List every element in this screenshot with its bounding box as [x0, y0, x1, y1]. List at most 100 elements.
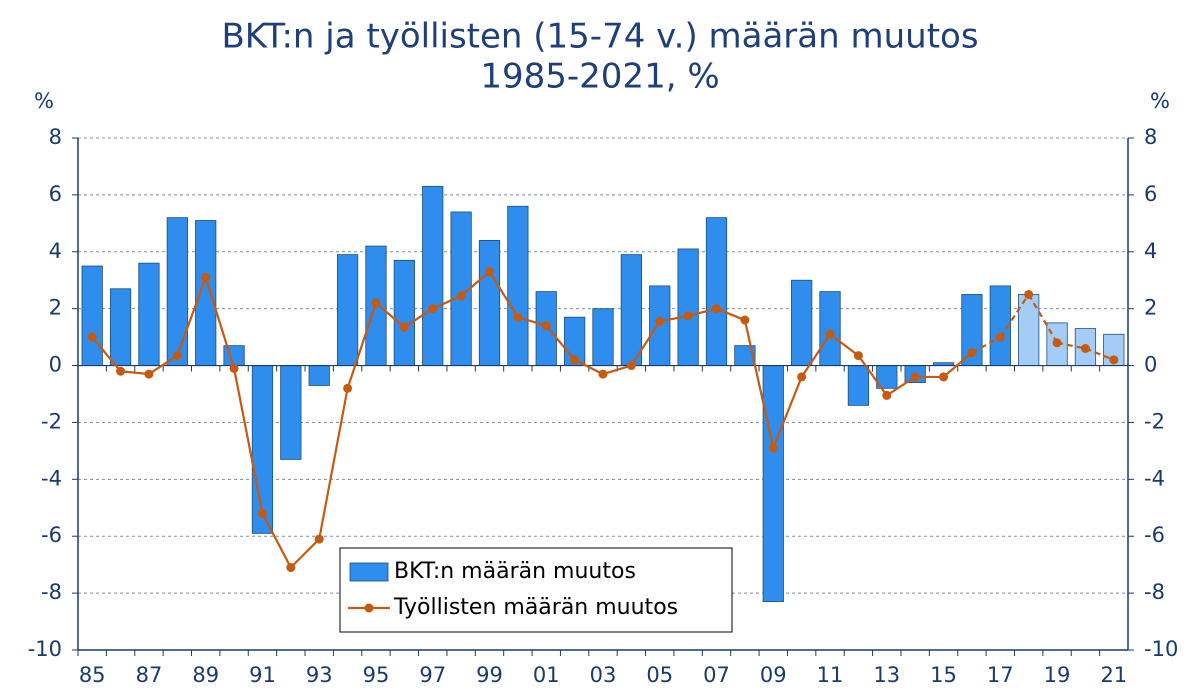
line-segment — [318, 388, 349, 540]
line-marker — [371, 298, 381, 308]
line-marker — [428, 304, 438, 314]
y2-tick-label: -10 — [1144, 637, 1178, 661]
line-segment — [346, 302, 378, 389]
line-marker — [570, 355, 580, 365]
line-segment — [886, 376, 916, 397]
line-marker — [1080, 343, 1090, 353]
bar — [308, 365, 330, 386]
x-tick-label: 91 — [249, 663, 276, 687]
line-marker — [1052, 338, 1062, 348]
line-marker — [87, 332, 97, 342]
x-tick-label: 21 — [1100, 663, 1127, 687]
bar — [762, 365, 784, 603]
x-tick-label: 85 — [79, 663, 106, 687]
line-marker — [995, 332, 1005, 342]
line-segment — [261, 512, 292, 569]
y-tick-label: -10 — [28, 637, 62, 661]
line-segment — [432, 294, 462, 310]
bar — [336, 254, 359, 366]
legend-label: BKT:n määrän muutos — [394, 559, 636, 584]
x-tick-label: 09 — [760, 663, 787, 687]
y2-tick-label: 2 — [1144, 296, 1157, 320]
line-marker — [598, 369, 608, 379]
bar — [478, 239, 501, 366]
x-tick-label: 07 — [703, 663, 730, 687]
line-segment — [176, 277, 207, 356]
y-tick-label: -2 — [41, 409, 62, 433]
y2-axis-label: % — [1150, 89, 1170, 113]
line-segment — [829, 333, 860, 357]
bar — [422, 185, 444, 366]
y-tick-label: 2 — [49, 296, 62, 320]
y-tick-label: -6 — [41, 523, 62, 547]
bar — [166, 217, 188, 366]
y2-tick-label: -6 — [1144, 523, 1165, 547]
line-segment — [403, 307, 434, 329]
bar — [138, 262, 160, 366]
x-tick-label: 93 — [306, 663, 333, 687]
line-segment — [517, 316, 547, 327]
y-tick-label: 4 — [49, 239, 62, 263]
line-segment — [233, 368, 264, 514]
line-segment — [716, 307, 746, 322]
line-marker — [740, 315, 750, 325]
y-tick-label: 0 — [49, 353, 62, 377]
bar — [195, 220, 217, 366]
bar — [81, 265, 103, 366]
x-tick-label: 97 — [419, 663, 446, 687]
bar — [677, 248, 699, 366]
line-segment — [687, 307, 717, 317]
y2-tick-label: -8 — [1144, 580, 1165, 604]
legend-swatch — [364, 603, 374, 613]
x-tick-label: 15 — [930, 663, 957, 687]
line-marker — [286, 563, 296, 573]
line-marker — [1024, 289, 1034, 299]
line-marker — [1109, 355, 1119, 365]
chart-title: 1985-2021, % — [480, 57, 719, 97]
line-segment — [971, 336, 1001, 354]
bar — [819, 291, 841, 366]
line-marker — [655, 316, 665, 326]
line-segment — [659, 314, 689, 323]
line-marker — [768, 443, 778, 453]
line-marker — [626, 361, 636, 371]
legend-swatch — [349, 562, 389, 582]
line-marker — [939, 372, 949, 382]
line-segment — [1056, 341, 1086, 350]
bar — [507, 205, 529, 366]
line-marker — [882, 390, 892, 400]
legend-label: Työllisten määrän muutos — [393, 595, 678, 620]
bar — [393, 259, 415, 366]
line-marker — [853, 351, 863, 361]
line-segment — [942, 351, 973, 378]
line-marker — [797, 372, 807, 382]
line-segment — [630, 320, 661, 367]
line-marker — [229, 363, 239, 373]
line-segment — [460, 270, 491, 297]
line-segment — [800, 333, 831, 378]
line-segment — [857, 354, 888, 397]
y-tick-label: 6 — [49, 182, 62, 206]
x-tick-label: 01 — [533, 663, 560, 687]
line-marker — [257, 508, 267, 518]
x-tick-label: 89 — [192, 663, 219, 687]
y-tick-label: 8 — [49, 125, 62, 149]
bar — [620, 254, 642, 366]
x-tick-label: 87 — [136, 663, 163, 687]
y-tick-label: -4 — [41, 466, 62, 490]
bar — [280, 365, 302, 460]
line-segment — [375, 302, 406, 328]
line-segment — [574, 358, 604, 376]
line-marker — [683, 311, 693, 321]
line-marker — [910, 372, 920, 382]
line-segment — [204, 277, 236, 369]
line-marker — [116, 366, 126, 376]
y2-tick-label: -4 — [1144, 466, 1165, 490]
bar — [109, 288, 132, 366]
x-tick-label: 05 — [646, 663, 673, 687]
line-segment — [545, 325, 576, 361]
line-marker — [399, 322, 409, 332]
x-tick-label: 19 — [1044, 663, 1071, 687]
y-axis-label: % — [34, 89, 54, 113]
